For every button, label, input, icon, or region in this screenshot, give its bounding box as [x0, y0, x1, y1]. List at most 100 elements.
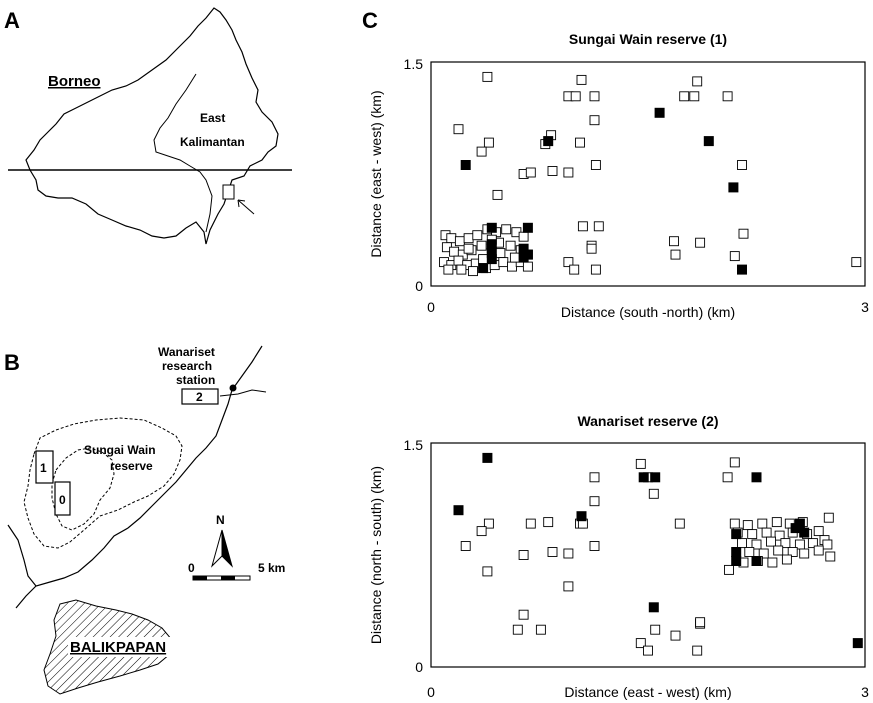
open-square-point [590, 264, 601, 275]
open-square-point [522, 261, 533, 272]
east-kalimantan-boundary [153, 73, 213, 233]
filled-square-point [482, 452, 493, 463]
open-square-point [453, 255, 464, 266]
open-square-point [643, 645, 653, 656]
open-square-point [543, 517, 554, 528]
open-square-point [482, 566, 493, 577]
open-square-point [589, 541, 600, 551]
north-label: N [216, 513, 225, 527]
x-axis-label: Distance (south -north) (km) [561, 304, 735, 320]
inner-boundary [51, 447, 115, 531]
open-square-point [751, 539, 762, 550]
open-square-point [780, 538, 791, 549]
left-coastline [7, 524, 37, 587]
reserve-label-line2: reserve [110, 459, 153, 473]
open-square-point [799, 548, 810, 559]
open-square-point [589, 91, 600, 102]
open-square-point [476, 240, 487, 251]
open-square-point [692, 76, 703, 87]
scale-end-label: 5 km [258, 561, 285, 575]
filled-square-point [852, 638, 863, 649]
open-square-point [737, 160, 747, 170]
open-square-point [468, 266, 478, 277]
filled-square-point [638, 472, 649, 483]
open-square-point [742, 520, 753, 531]
panel-letter-c: C [362, 8, 378, 33]
open-square-point [577, 221, 588, 232]
open-square-point [586, 243, 597, 254]
open-square-point [747, 529, 758, 540]
scale-bar-seg1 [193, 576, 207, 580]
filled-square-point [576, 511, 587, 522]
x-tick-label-min: 0 [427, 684, 435, 700]
chart-title: Sungai Wain reserve (1) [569, 31, 727, 47]
open-square-point [650, 624, 661, 635]
open-square-point [729, 251, 740, 262]
open-square-point [575, 137, 585, 148]
open-square-point [766, 536, 776, 547]
filled-square-point [522, 249, 533, 260]
open-square-point [648, 488, 659, 499]
open-square-point [670, 630, 681, 641]
east-label: East [200, 111, 225, 125]
filled-square-point [731, 556, 742, 566]
open-square-point [744, 547, 755, 557]
x-tick-label-max: 3 [861, 684, 869, 700]
open-square-point [498, 257, 509, 268]
wanariset-chart: Wanariset reserve (2) 1.5 0 0 3 Distance… [368, 413, 869, 700]
borneo-outline [25, 7, 279, 245]
chart-title: Wanariset reserve (2) [577, 413, 718, 429]
filled-square-point [543, 136, 554, 147]
open-square-point [674, 518, 685, 529]
open-square-point [813, 526, 824, 537]
filled-square-point [728, 182, 739, 193]
filled-square-point [751, 472, 762, 483]
scale-start-label: 0 [188, 561, 195, 575]
open-square-point [518, 550, 529, 560]
open-square-point [509, 252, 520, 263]
open-square-point [492, 189, 503, 200]
filled-square-point [650, 472, 661, 483]
filled-square-point [731, 547, 742, 557]
open-square-point [495, 248, 506, 259]
filled-square-point [654, 107, 665, 118]
plot-2-label: 2 [196, 390, 203, 404]
open-square-point [729, 518, 740, 529]
open-square-point [563, 167, 574, 178]
open-square-point [822, 539, 833, 550]
open-square-point [738, 228, 749, 239]
filled-square-point [522, 222, 533, 233]
open-square-point [692, 645, 703, 656]
open-square-point [547, 166, 558, 176]
open-square-point [518, 609, 529, 620]
kalimantan-label: Kalimantan [180, 135, 245, 149]
open-square-point [695, 237, 706, 248]
sungai-wain-chart: Sungai Wain reserve (1) 1.5 0 0 3 Distan… [368, 31, 869, 320]
borneo-label: Borneo [48, 73, 101, 90]
open-square-point [569, 264, 580, 275]
river-road [219, 389, 267, 397]
open-square-point [670, 249, 681, 260]
open-square-point [593, 221, 604, 232]
open-square-point [443, 264, 454, 275]
open-square-point [547, 547, 558, 557]
open-square-point [507, 261, 517, 272]
open-square-point [483, 137, 494, 148]
open-square-point [851, 257, 862, 268]
filled-square-point [799, 527, 810, 538]
open-square-point [589, 115, 600, 126]
coastline [15, 345, 263, 609]
filled-square-point [453, 505, 464, 516]
open-square-point [757, 518, 768, 529]
open-square-point [456, 264, 467, 275]
open-square-point [781, 554, 792, 565]
plot-2-box [181, 388, 219, 405]
north-arrow-fill [221, 529, 233, 568]
filled-square-point [703, 136, 714, 147]
open-square-point [453, 124, 464, 135]
open-square-point [525, 518, 536, 529]
open-square-point [758, 548, 769, 559]
sungai-wain-boundary [23, 417, 183, 549]
filled-square-point [486, 222, 497, 233]
x-tick-label-max: 3 [861, 299, 869, 315]
